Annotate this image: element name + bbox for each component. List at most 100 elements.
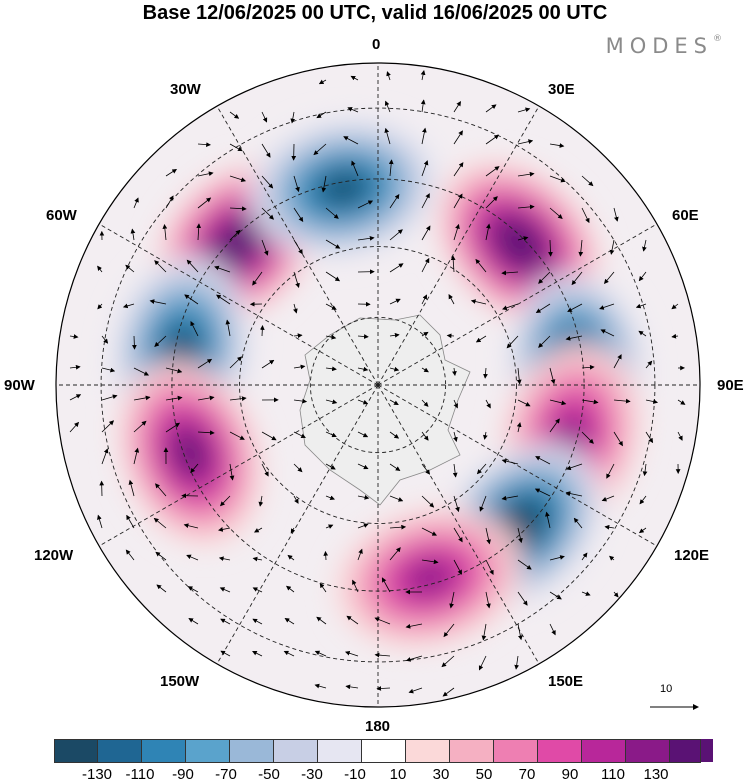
wind-vector xyxy=(534,488,551,497)
wind-vector xyxy=(229,356,243,369)
wind-vector xyxy=(517,107,531,113)
wind-vector xyxy=(293,431,306,438)
wind-vector xyxy=(389,229,403,241)
wind-vector xyxy=(549,175,566,183)
wind-vector xyxy=(581,364,595,370)
wind-vector xyxy=(405,623,423,629)
wind-vector xyxy=(126,514,135,529)
meridian-line xyxy=(216,384,379,665)
wind-vectors xyxy=(69,70,686,697)
logo-text: MODES xyxy=(605,34,713,58)
wind-vector xyxy=(535,303,551,313)
colorbar-tick-label: 90 xyxy=(561,766,579,783)
wind-vector xyxy=(325,399,338,405)
wind-vector xyxy=(69,421,80,433)
wind-vector xyxy=(389,194,400,209)
wind-vector xyxy=(483,367,488,379)
colorbar-swatch xyxy=(229,739,273,762)
wind-vector xyxy=(421,495,435,508)
wind-vector xyxy=(479,495,487,512)
wind-vector xyxy=(319,582,327,593)
wind-vector xyxy=(470,299,487,305)
colorbar-swatch xyxy=(625,739,669,762)
lon-label-120w: 120W xyxy=(34,547,74,564)
wind-vector xyxy=(229,111,240,119)
wind-vector xyxy=(581,552,588,561)
wind-vector xyxy=(453,495,460,513)
colorbar xyxy=(54,739,713,762)
wind-vector xyxy=(261,463,269,477)
colorbar-tick-label: -90 xyxy=(172,766,194,783)
wind-vector xyxy=(535,456,551,465)
wind-vector xyxy=(261,239,269,256)
wind-vector xyxy=(293,175,300,193)
wind-vector xyxy=(325,207,339,219)
wind-vector xyxy=(325,303,337,310)
colorbar-tick-label: 70 xyxy=(518,766,536,783)
wind-vector xyxy=(261,111,268,123)
wind-vector xyxy=(517,171,535,177)
negative-anomaly-contour xyxy=(169,333,194,368)
wind-vector xyxy=(357,366,369,372)
wind-vector xyxy=(389,547,401,561)
wind-vector xyxy=(69,334,79,339)
wind-vector xyxy=(642,239,647,252)
wind-vector xyxy=(389,524,407,530)
wind-vector xyxy=(197,197,212,209)
wind-vector xyxy=(357,431,369,438)
reference-vector-label: 10 xyxy=(660,683,673,695)
wind-vector xyxy=(613,354,622,369)
wind-vector xyxy=(581,431,594,444)
wind-vector xyxy=(258,495,264,507)
wind-vector xyxy=(449,591,455,609)
wind-vector xyxy=(421,127,427,145)
lon-label-0: 0 xyxy=(372,36,381,53)
lon-label-180: 180 xyxy=(365,718,391,735)
wind-vector xyxy=(506,335,519,349)
wind-vector xyxy=(389,332,400,338)
wind-vector xyxy=(284,617,295,625)
wind-vector xyxy=(613,398,631,404)
wind-vector xyxy=(421,559,439,565)
wind-vector xyxy=(352,579,359,593)
wind-vector xyxy=(481,623,487,641)
wind-vector xyxy=(453,130,463,145)
wind-vector xyxy=(501,270,519,276)
modes-logo: MODES® xyxy=(606,34,722,58)
wind-vector xyxy=(475,258,487,273)
wind-vector xyxy=(186,554,199,561)
wind-vector xyxy=(133,395,151,401)
wind-vector xyxy=(485,166,500,177)
colorbar-swatch xyxy=(317,739,361,762)
wind-vector xyxy=(421,257,430,273)
lon-label-60e: 60E xyxy=(672,207,699,224)
wind-vector xyxy=(581,591,591,596)
wind-vector xyxy=(581,207,590,224)
wind-vector xyxy=(485,527,491,545)
wind-vector xyxy=(420,70,426,81)
wind-vector xyxy=(446,333,455,339)
wind-vector xyxy=(452,367,457,377)
wind-vector xyxy=(514,655,520,670)
wind-vector xyxy=(190,463,199,474)
wind-vector xyxy=(421,399,429,407)
wind-vector xyxy=(162,223,168,241)
wind-vector xyxy=(381,577,391,593)
wind-vector xyxy=(453,559,462,575)
wind-vector xyxy=(389,463,401,471)
wind-vector xyxy=(252,618,263,625)
colorbar-swatch xyxy=(449,739,493,762)
wind-vector xyxy=(442,687,455,697)
wind-vector xyxy=(347,107,359,113)
colorbar-tick-label: 50 xyxy=(475,766,493,783)
wind-vector xyxy=(671,303,679,310)
colorbar-swatch xyxy=(537,739,581,762)
wind-vector xyxy=(566,463,583,471)
wind-vector xyxy=(384,100,391,113)
wind-vector xyxy=(638,330,647,337)
wind-vector xyxy=(229,229,241,241)
wind-vector xyxy=(517,591,528,606)
wind-vector xyxy=(225,319,231,337)
wind-vector xyxy=(318,79,327,85)
wind-vector xyxy=(133,447,140,465)
